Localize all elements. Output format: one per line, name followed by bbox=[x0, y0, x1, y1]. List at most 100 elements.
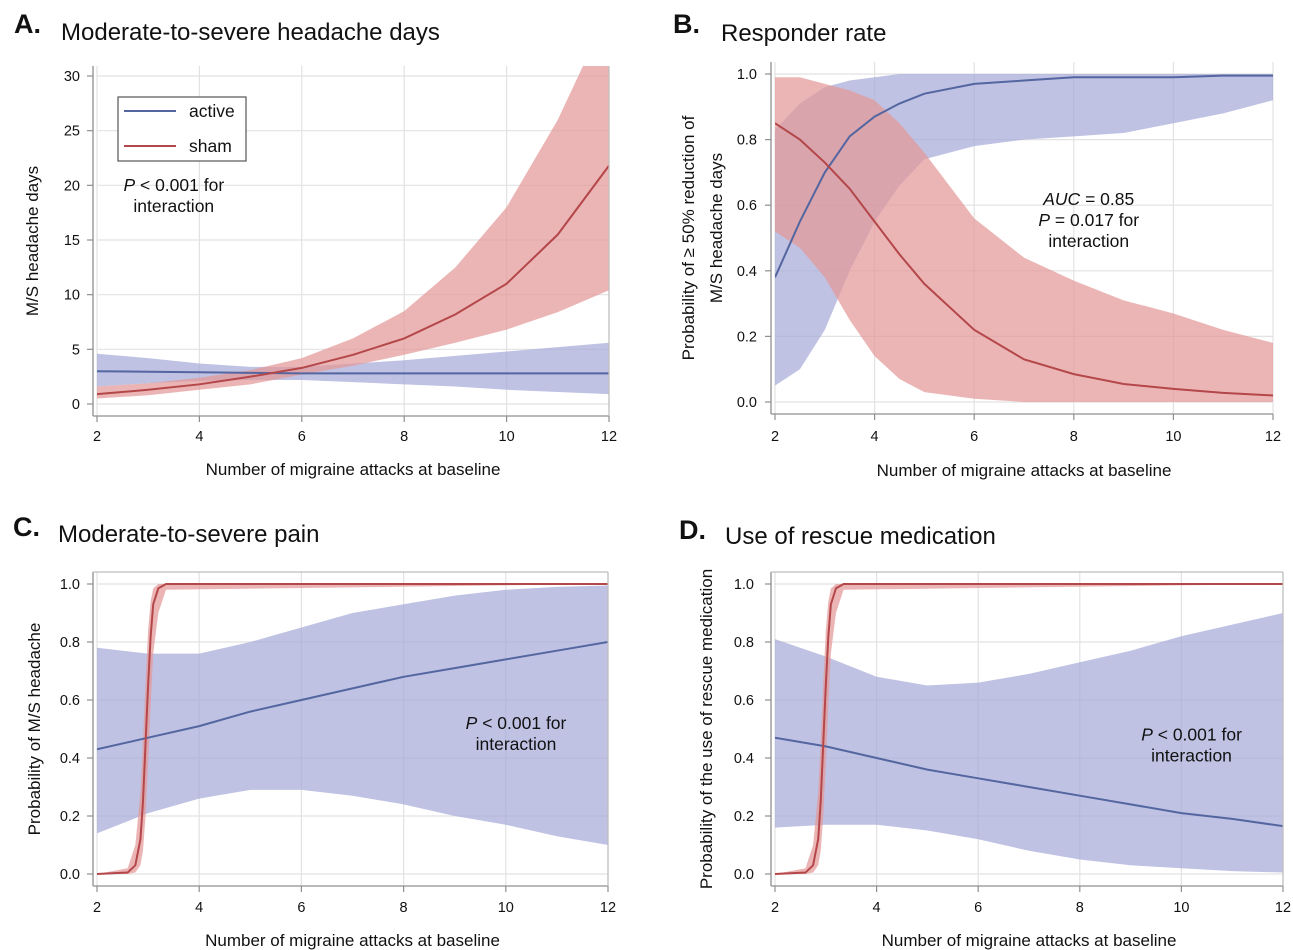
panel-title: Moderate-to-severe pain bbox=[58, 521, 319, 548]
panel-letter: B. bbox=[673, 9, 700, 39]
y-tick-label: 0.8 bbox=[737, 133, 757, 149]
y-tick-label: 20 bbox=[64, 178, 80, 194]
y-tick-label: 15 bbox=[64, 233, 80, 249]
x-tick-label: 8 bbox=[1076, 900, 1084, 916]
y-tick-label: 0.8 bbox=[60, 635, 80, 651]
y-axis-label: Probability of the use of rescue medicat… bbox=[697, 569, 716, 889]
series-line-active bbox=[97, 641, 608, 751]
x-tick-label: 6 bbox=[297, 900, 305, 916]
series-line-sham bbox=[97, 583, 608, 875]
ci-band-active bbox=[97, 585, 608, 845]
plot-area bbox=[775, 74, 1273, 402]
x-tick-label: 2 bbox=[771, 900, 779, 916]
y-tick-label: 0.0 bbox=[734, 867, 754, 883]
annotation-line2: P = 0.017 for bbox=[1038, 210, 1139, 230]
plot-area bbox=[97, 583, 608, 875]
x-tick-label: 8 bbox=[1070, 429, 1078, 445]
y-tick-label: 0.0 bbox=[737, 395, 757, 411]
plot-area bbox=[775, 583, 1283, 875]
ci-band-sham bbox=[97, 66, 609, 399]
y-tick-label: 0.8 bbox=[734, 635, 754, 651]
x-tick-label: 6 bbox=[298, 429, 306, 445]
y-tick-label: 1.0 bbox=[60, 577, 80, 593]
panel-letter: C. bbox=[13, 512, 40, 542]
legend-box bbox=[117, 96, 247, 162]
y-axis-label: M/S headache days bbox=[23, 166, 42, 316]
legend-label-sham: sham bbox=[189, 136, 232, 156]
y-tick-label: 0.4 bbox=[737, 264, 757, 280]
x-tick-label: 12 bbox=[601, 429, 617, 445]
x-tick-label: 2 bbox=[93, 900, 101, 916]
y-tick-label: 0.2 bbox=[737, 329, 757, 345]
x-tick-label: 10 bbox=[1165, 429, 1181, 445]
y-tick-label: 0 bbox=[72, 397, 80, 413]
series-line-active bbox=[775, 736, 1283, 828]
y-tick-label: 0.2 bbox=[734, 809, 754, 825]
annotation-line1: P < 0.001 for bbox=[123, 175, 224, 195]
x-tick-label: 12 bbox=[1275, 900, 1291, 916]
y-tick-label: 1.0 bbox=[734, 577, 754, 593]
y-tick-label: 0.6 bbox=[734, 693, 754, 709]
ci-band-active bbox=[775, 613, 1283, 873]
panel-letter: D. bbox=[679, 515, 706, 545]
x-tick-label: 4 bbox=[195, 429, 203, 445]
series-line-active bbox=[97, 370, 609, 375]
panel-a: 0 5 10 15 20 25 30 2 4 6 8 10 12 Number of migraine a… bbox=[14, 9, 617, 479]
annotation-line1: AUC = 0.85 bbox=[1042, 189, 1134, 209]
annotation-line3: interaction bbox=[1048, 231, 1129, 251]
x-axis-label: Number of migraine attacks at baseline bbox=[882, 931, 1177, 950]
panel-title: Moderate-to-severe headache days bbox=[61, 19, 440, 46]
x-tick-label: 10 bbox=[1173, 900, 1189, 916]
legend: active sham bbox=[117, 96, 247, 162]
plot-area bbox=[97, 66, 609, 399]
x-tick-label: 10 bbox=[499, 429, 515, 445]
panel-c: 0.0 0.2 0.4 0.6 0.8 1.0 2 4 6 8 10 12 Number of migr… bbox=[13, 512, 616, 950]
ci-band-sham bbox=[775, 77, 1273, 402]
y-tick-label: 25 bbox=[64, 124, 80, 140]
x-tick-label: 8 bbox=[400, 900, 408, 916]
x-tick-label: 4 bbox=[871, 429, 879, 445]
y-tick-label: 0.4 bbox=[60, 751, 80, 767]
x-tick-label: 12 bbox=[1265, 429, 1281, 445]
y-tick-label: 5 bbox=[72, 342, 80, 358]
x-axis-label: Number of migraine attacks at baseline bbox=[877, 461, 1172, 480]
series-line-sham bbox=[775, 122, 1273, 397]
panel-d: 0.0 0.2 0.4 0.6 0.8 1.0 2 4 6 8 10 12 Number of migr… bbox=[679, 515, 1291, 950]
y-tick-label: 30 bbox=[64, 69, 80, 85]
y-tick-label: 0.6 bbox=[737, 198, 757, 214]
y-tick-label: 0.4 bbox=[734, 751, 754, 767]
x-tick-label: 6 bbox=[974, 900, 982, 916]
annotation-line1: P < 0.001 for bbox=[1141, 725, 1242, 745]
series-line-sham bbox=[775, 583, 1283, 875]
x-tick-label: 12 bbox=[600, 900, 616, 916]
annotation-line1: P < 0.001 for bbox=[466, 713, 567, 733]
x-tick-label: 2 bbox=[93, 429, 101, 445]
x-tick-label: 8 bbox=[400, 429, 408, 445]
x-tick-label: 4 bbox=[195, 900, 203, 916]
x-tick-label: 10 bbox=[498, 900, 514, 916]
annotation-line2: interaction bbox=[133, 196, 214, 216]
y-tick-label: 0.0 bbox=[60, 867, 80, 883]
x-tick-label: 6 bbox=[970, 429, 978, 445]
x-tick-label: 2 bbox=[771, 429, 779, 445]
y-tick-label: 10 bbox=[64, 288, 80, 304]
legend-label-active: active bbox=[189, 101, 235, 121]
y-tick-label: 0.6 bbox=[60, 693, 80, 709]
x-axis-label: Number of migraine attacks at baseline bbox=[205, 931, 500, 950]
y-axis-label: Probability of M/S headache bbox=[25, 623, 44, 836]
y-tick-label: 1.0 bbox=[737, 67, 757, 83]
y-axis-label-line2: M/S headache days bbox=[707, 153, 726, 303]
y-tick-label: 0.2 bbox=[60, 809, 80, 825]
x-axis-label: Number of migraine attacks at baseline bbox=[206, 460, 501, 479]
panel-title: Responder rate bbox=[721, 20, 886, 47]
y-axis-label-line1: Probability of ≥ 50% reduction of bbox=[679, 115, 698, 360]
panel-letter: A. bbox=[14, 9, 41, 39]
ci-band-active bbox=[97, 342, 609, 395]
panel-b: 0.0 0.2 0.4 0.6 0.8 1.0 2 4 6 8 10 12 Number of migr… bbox=[673, 9, 1281, 480]
annotation-line2: interaction bbox=[476, 734, 557, 754]
annotation-line2: interaction bbox=[1151, 746, 1232, 766]
panel-title: Use of rescue medication bbox=[725, 523, 996, 550]
x-tick-label: 4 bbox=[873, 900, 881, 916]
